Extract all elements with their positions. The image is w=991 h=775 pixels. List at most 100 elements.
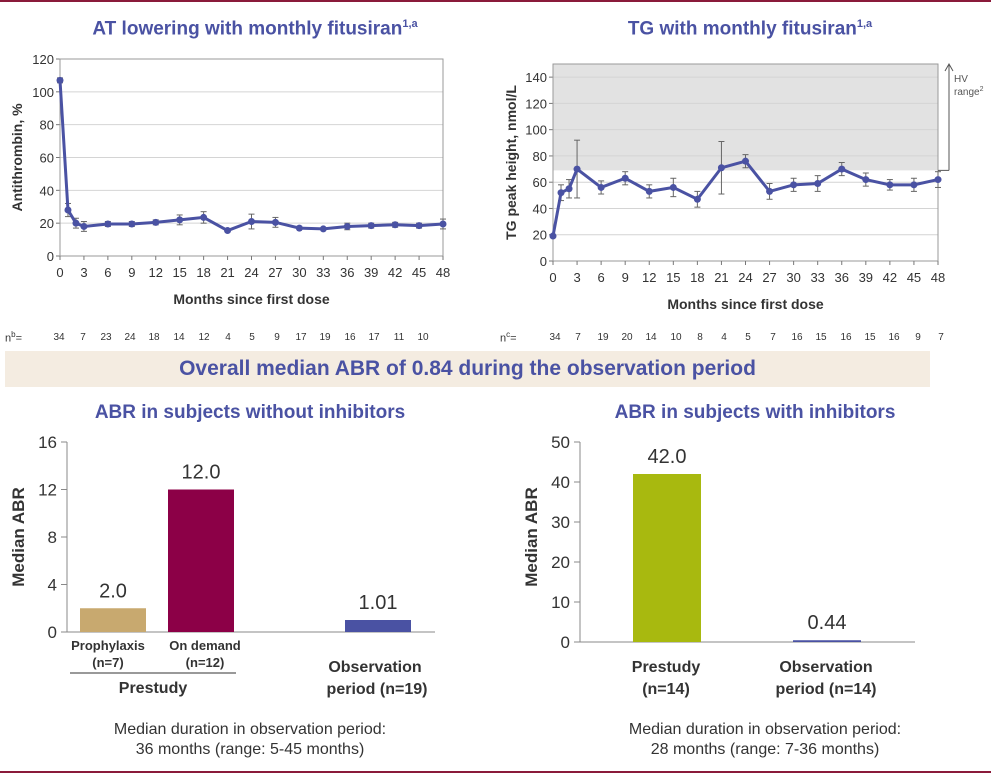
y-tick-label: 100: [32, 85, 54, 100]
x-tick-label: 12: [642, 270, 656, 285]
x-tick-label: 3: [573, 270, 580, 285]
bar-value-label: 2.0: [99, 580, 127, 602]
y-tick-label: 60: [40, 151, 54, 166]
data-point: [367, 222, 375, 230]
x-tick-label: 15: [666, 270, 680, 285]
x-tick-label: 42: [388, 265, 402, 280]
y-tick-label: 40: [533, 201, 547, 216]
hv-range-shading: [553, 64, 938, 171]
x-tick-label: 36: [340, 265, 354, 280]
y-tick-label: 120: [525, 96, 547, 111]
data-point: [152, 218, 160, 226]
y-tick-label: 40: [551, 473, 570, 492]
data-point: [319, 225, 327, 233]
x-tick-label: 18: [690, 270, 704, 285]
x-tick-label: 27: [762, 270, 776, 285]
tg-n-letter: n: [500, 332, 507, 345]
y-tick-label: 50: [551, 433, 570, 452]
hv-label-line2: range2: [954, 86, 984, 98]
group-label: Prestudy: [119, 680, 188, 697]
category-label: Prophylaxis: [71, 638, 145, 653]
x-tick-label: 48: [436, 265, 450, 280]
summary-banner-text: Overall median ABR of 0.84 during the ob…: [179, 357, 756, 380]
y-tick-label: 80: [533, 149, 547, 164]
data-point: [248, 218, 255, 226]
data-point: [295, 224, 303, 232]
tg-n-sup: c: [506, 330, 511, 339]
at-n-eq: =: [15, 332, 23, 345]
data-point: [128, 220, 136, 228]
hv-label-sup: 2: [980, 86, 984, 93]
data-point: [271, 218, 279, 226]
x-tick-label: 9: [622, 270, 629, 285]
y-axis-label: TG peak height, nmol/L: [503, 85, 519, 240]
n-value: 20: [621, 332, 633, 343]
no-inhibitors-note-line1: Median duration in observation period:: [113, 721, 387, 738]
series-line: [551, 159, 939, 237]
at-n-letter: n: [5, 332, 12, 345]
n-value: 24: [124, 332, 136, 343]
x-tick-label: 6: [598, 270, 605, 285]
x-tick-label: 39: [859, 270, 873, 285]
series-line: [58, 80, 444, 233]
n-value: 17: [295, 332, 307, 343]
n-value: 8: [697, 332, 703, 343]
x-tick-label: 15: [172, 265, 186, 280]
y-tick-label: 12: [38, 481, 57, 500]
n-value: 4: [721, 332, 727, 343]
x-tick-label: 9: [128, 265, 135, 280]
n-value: 16: [840, 332, 852, 343]
y-tick-label: 8: [48, 528, 57, 547]
data-point: [862, 176, 870, 184]
n-value: 19: [597, 332, 609, 343]
bar: [345, 620, 411, 632]
bar-value-label: 0.44: [808, 612, 847, 634]
top-rule: [0, 0, 991, 2]
n-value: 7: [938, 332, 944, 343]
hv-label-line1: HV: [954, 74, 968, 85]
data-point: [838, 165, 846, 173]
y-tick-label: 0: [47, 249, 54, 264]
n-value: 19: [319, 332, 331, 343]
data-point: [814, 180, 822, 188]
y-tick-label: 100: [525, 123, 547, 138]
x-tick-label: 33: [810, 270, 824, 285]
bar: [80, 608, 146, 632]
tg-chart-title-sup: 1,a: [856, 18, 873, 30]
y-tick-label: 40: [40, 183, 54, 198]
x-tick-label: 48: [931, 270, 945, 285]
x-tick-label: 30: [292, 265, 306, 280]
data-point: [176, 216, 184, 224]
y-tick-label: 60: [533, 175, 547, 190]
at-n-label: nb=: [5, 330, 22, 345]
y-tick-label: 0: [48, 623, 57, 642]
bar-value-label: 42.0: [648, 446, 687, 468]
n-value: 7: [80, 332, 86, 343]
x-tick-label: 42: [883, 270, 897, 285]
no-inhibitors-note-line2: 36 months (range: 5-45 months): [135, 741, 365, 758]
x-tick-label: 0: [56, 265, 63, 280]
abr-no-inhibitors-title: ABR in subjects without inhibitors: [94, 402, 406, 423]
y-tick-label: 10: [551, 593, 570, 612]
n-value: 34: [53, 332, 65, 343]
at-chart-title: AT lowering with monthly fitusiran1,a: [60, 18, 450, 40]
tg-chart-title: TG with monthly fitusiran1,a: [555, 18, 945, 40]
hv-bracket-arrow: [944, 62, 954, 72]
at-chart-title-text: AT lowering with monthly fitusiran: [92, 18, 403, 40]
x-tick-label: 12: [149, 265, 163, 280]
data-point: [72, 219, 80, 227]
x-tick-label: 24: [738, 270, 752, 285]
category-label: period (n=14): [776, 681, 877, 698]
data-point: [573, 165, 581, 173]
inhibitors-note-line1: Median duration in observation period:: [628, 721, 902, 738]
x-tick-label: 36: [835, 270, 849, 285]
at-n-sup: b: [11, 330, 16, 339]
data-point: [934, 176, 942, 184]
abr-no-inhibitors-bar-chart: 0 4 8 12 16 2.0 12.0 1.01 Median ABR Prophylaxis (…: [9, 433, 435, 698]
data-point: [549, 232, 557, 240]
x-axis-label: Months since first dose: [667, 296, 824, 312]
x-tick-label: 45: [412, 265, 426, 280]
data-point: [557, 189, 565, 197]
y-tick-label: 80: [40, 118, 54, 133]
